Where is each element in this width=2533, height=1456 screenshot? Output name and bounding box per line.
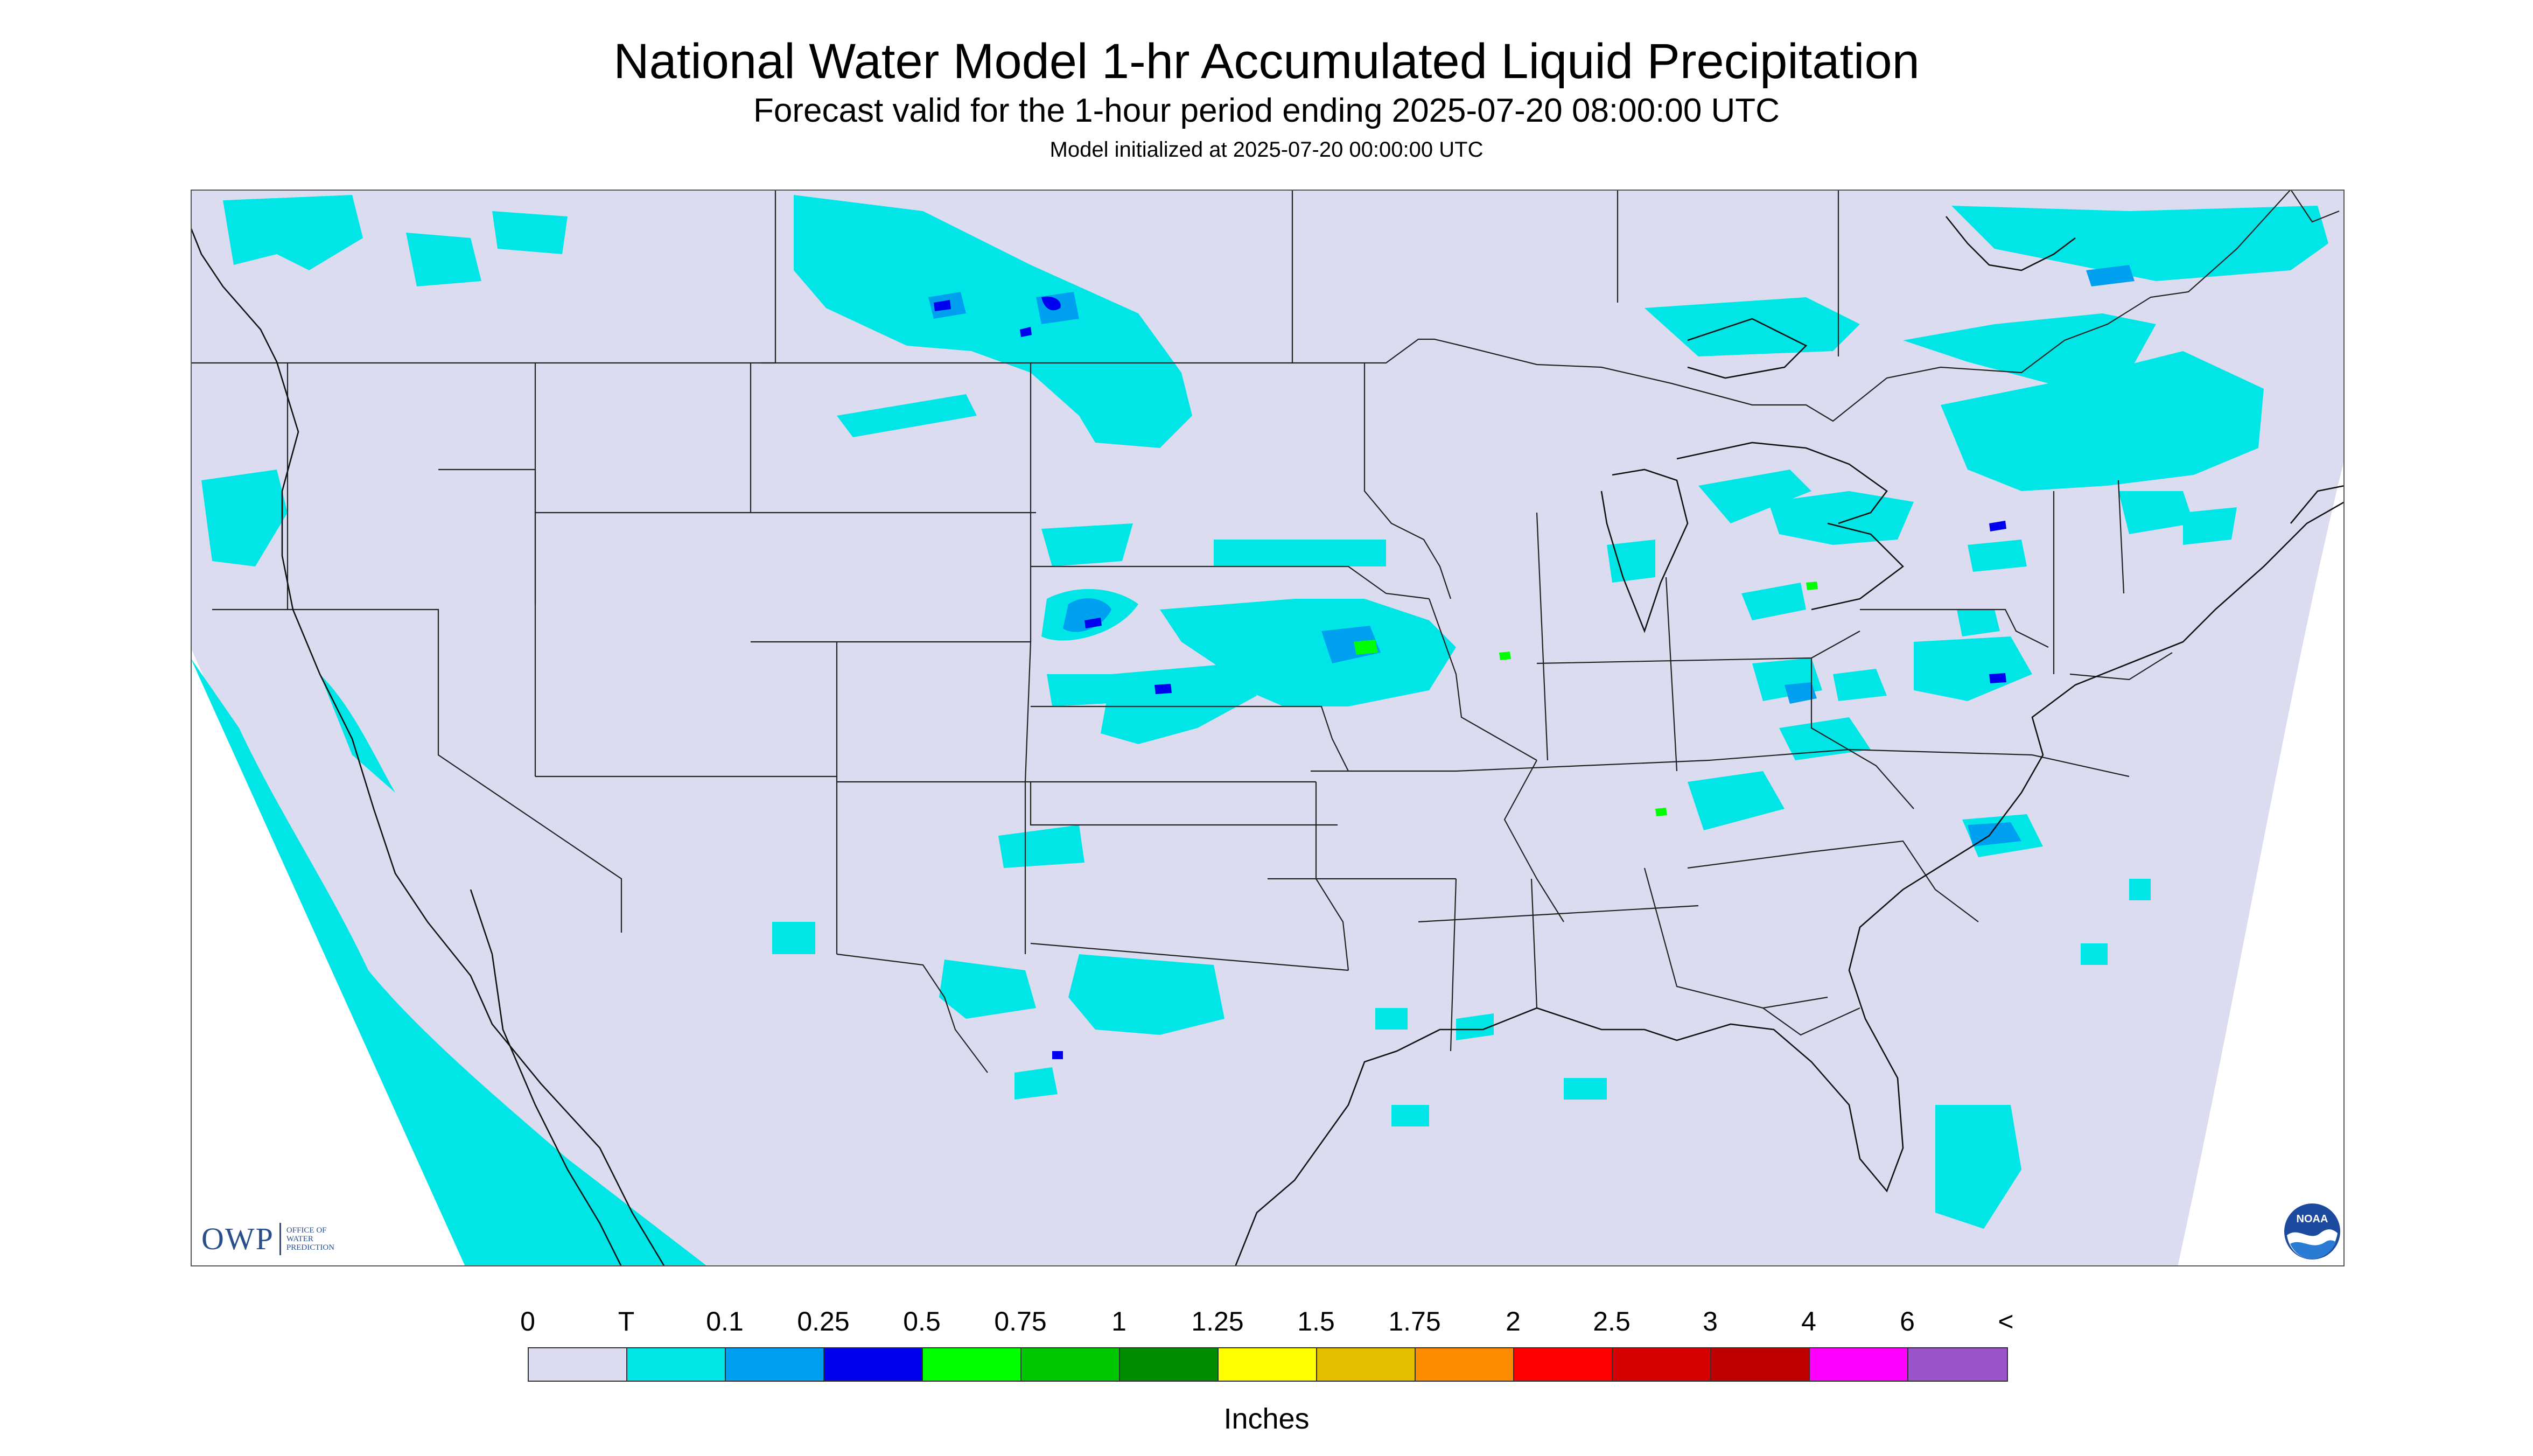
color-legend: 0 T 0.1 0.25 0.5 0.75 1 1.25 1.5 1.75 2 2.5 3 4 6 < Inc… bbox=[0, 1287, 2533, 1448]
legend-tick-label: 1.25 bbox=[1191, 1306, 1244, 1336]
legend-tick-label: 2.5 bbox=[1593, 1306, 1631, 1336]
legend-tick-label: 0.75 bbox=[994, 1306, 1047, 1336]
legend-swatch bbox=[1219, 1348, 1317, 1381]
legend-swatch bbox=[1908, 1348, 2007, 1381]
noaa-logo: NOAA bbox=[2284, 1203, 2340, 1259]
owp-logo-divider bbox=[279, 1222, 281, 1255]
coastlines bbox=[191, 216, 2345, 1266]
legend-tick-label: 0.25 bbox=[797, 1306, 850, 1336]
owp-logo-line: OFFICE OF bbox=[286, 1226, 327, 1235]
legend-tick-label: 3 bbox=[1703, 1306, 1718, 1336]
owp-logo-line: PREDICTION bbox=[286, 1243, 335, 1252]
legend-tick-label: 1.5 bbox=[1297, 1306, 1335, 1336]
noaa-logo-text: NOAA bbox=[2297, 1213, 2328, 1225]
legend-tick-label: T bbox=[618, 1306, 635, 1336]
legend-swatch bbox=[1711, 1348, 1810, 1381]
legend-tick-label: 0 bbox=[520, 1306, 535, 1336]
map-canvas bbox=[191, 190, 2345, 1266]
outside-domain-right bbox=[2178, 459, 2345, 1266]
map-title: National Water Model 1-hr Accumulated Li… bbox=[613, 34, 1920, 89]
legend-tick-label: 1.75 bbox=[1388, 1306, 1441, 1336]
legend-swatch bbox=[1120, 1348, 1219, 1381]
owp-logo: OWP OFFICE OF WATER PREDICTION bbox=[201, 1221, 356, 1257]
legend-units-label: Inches bbox=[1223, 1403, 1310, 1435]
precip-trace-areas bbox=[191, 195, 2328, 1266]
legend-swatch bbox=[1416, 1348, 1514, 1381]
forecast-valid-subtitle: Forecast valid for the 1-hour period end… bbox=[753, 92, 1780, 129]
legend-swatch bbox=[1317, 1348, 1416, 1381]
legend-swatch bbox=[1810, 1348, 1908, 1381]
legend-swatch bbox=[627, 1348, 726, 1381]
state-boundaries bbox=[191, 190, 2340, 1073]
owp-logo-letters: OWP bbox=[201, 1221, 274, 1256]
legend-tick-label: 0.5 bbox=[903, 1306, 941, 1336]
legend-tick-label: 2 bbox=[1506, 1306, 1521, 1336]
legend-swatch bbox=[529, 1348, 627, 1381]
owp-logo-wordmark: OFFICE OF WATER PREDICTION bbox=[286, 1226, 356, 1252]
precipitation-map: OWP OFFICE OF WATER PREDICTION NOAA bbox=[191, 190, 2345, 1266]
legend-tick-label: < bbox=[1998, 1306, 2014, 1336]
model-init-line: Model initialized at 2025-07-20 00:00:00… bbox=[1049, 138, 1484, 162]
legend-tick-label: 1 bbox=[1111, 1306, 1126, 1336]
legend-swatch bbox=[1613, 1348, 1711, 1381]
legend-swatch bbox=[1514, 1348, 1613, 1381]
legend-tick-label: 0.1 bbox=[706, 1306, 744, 1336]
precip-moderate-areas bbox=[934, 296, 2006, 1059]
map-border bbox=[191, 190, 2345, 1266]
legend-swatch bbox=[1021, 1348, 1120, 1381]
legend-tick-label: 4 bbox=[1801, 1306, 1816, 1336]
legend-swatch bbox=[824, 1348, 923, 1381]
legend-swatch bbox=[923, 1348, 1021, 1381]
precip-heavy-areas bbox=[1354, 582, 1818, 816]
legend-tick-label: 6 bbox=[1900, 1306, 1915, 1336]
map-domain-background bbox=[191, 190, 2345, 1266]
owp-logo-line: WATER bbox=[286, 1234, 313, 1243]
legend-swatch bbox=[726, 1348, 824, 1381]
legend-color-bar bbox=[528, 1347, 2008, 1382]
